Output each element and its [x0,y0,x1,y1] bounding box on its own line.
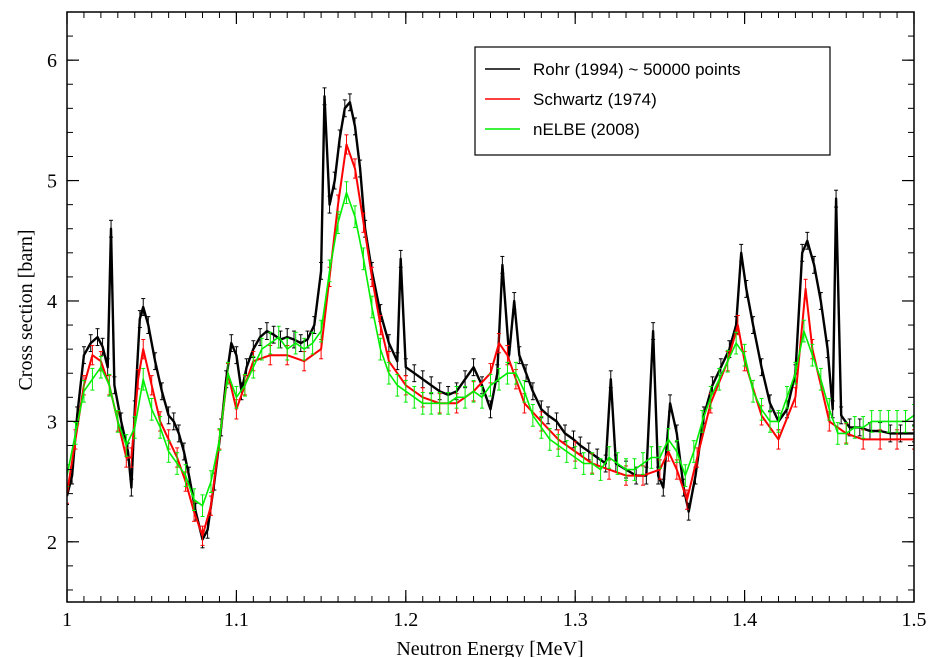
legend-label: Rohr (1994) ~ 50000 points [533,60,740,79]
x-tick-label: 1.1 [224,609,249,631]
y-tick-label: 6 [47,50,57,72]
y-axis-title: Cross section [barn] [15,229,37,390]
x-tick-label: 1.2 [393,609,418,631]
series-line [67,191,914,507]
y-tick-label: 5 [47,171,57,193]
legend-label: nELBE (2008) [533,120,640,139]
legend-label: Schwartz (1974) [533,90,657,109]
series-0 [67,87,914,549]
y-tick-label: 4 [47,291,57,313]
series-line [67,143,914,537]
x-tick-label: 1.3 [563,609,588,631]
legend: Rohr (1994) ~ 50000 points Schwartz (1974… [474,46,831,156]
x-tick-label: 1 [62,609,72,631]
x-tick-label: 1.5 [902,609,927,631]
plot-area [67,87,914,549]
y-tick-label: 3 [47,411,57,433]
series-line [67,95,914,541]
x-axis-title: Neutron Energy [MeV] [396,638,583,657]
series-2 [67,181,914,518]
series-1 [67,134,914,546]
y-tick-label: 2 [47,532,57,554]
x-tick-label: 1.4 [732,609,757,631]
legend-box [474,46,831,156]
axes: 1 1.1 1.2 1.3 1.4 1.5 2 3 4 5 6 [47,11,927,631]
